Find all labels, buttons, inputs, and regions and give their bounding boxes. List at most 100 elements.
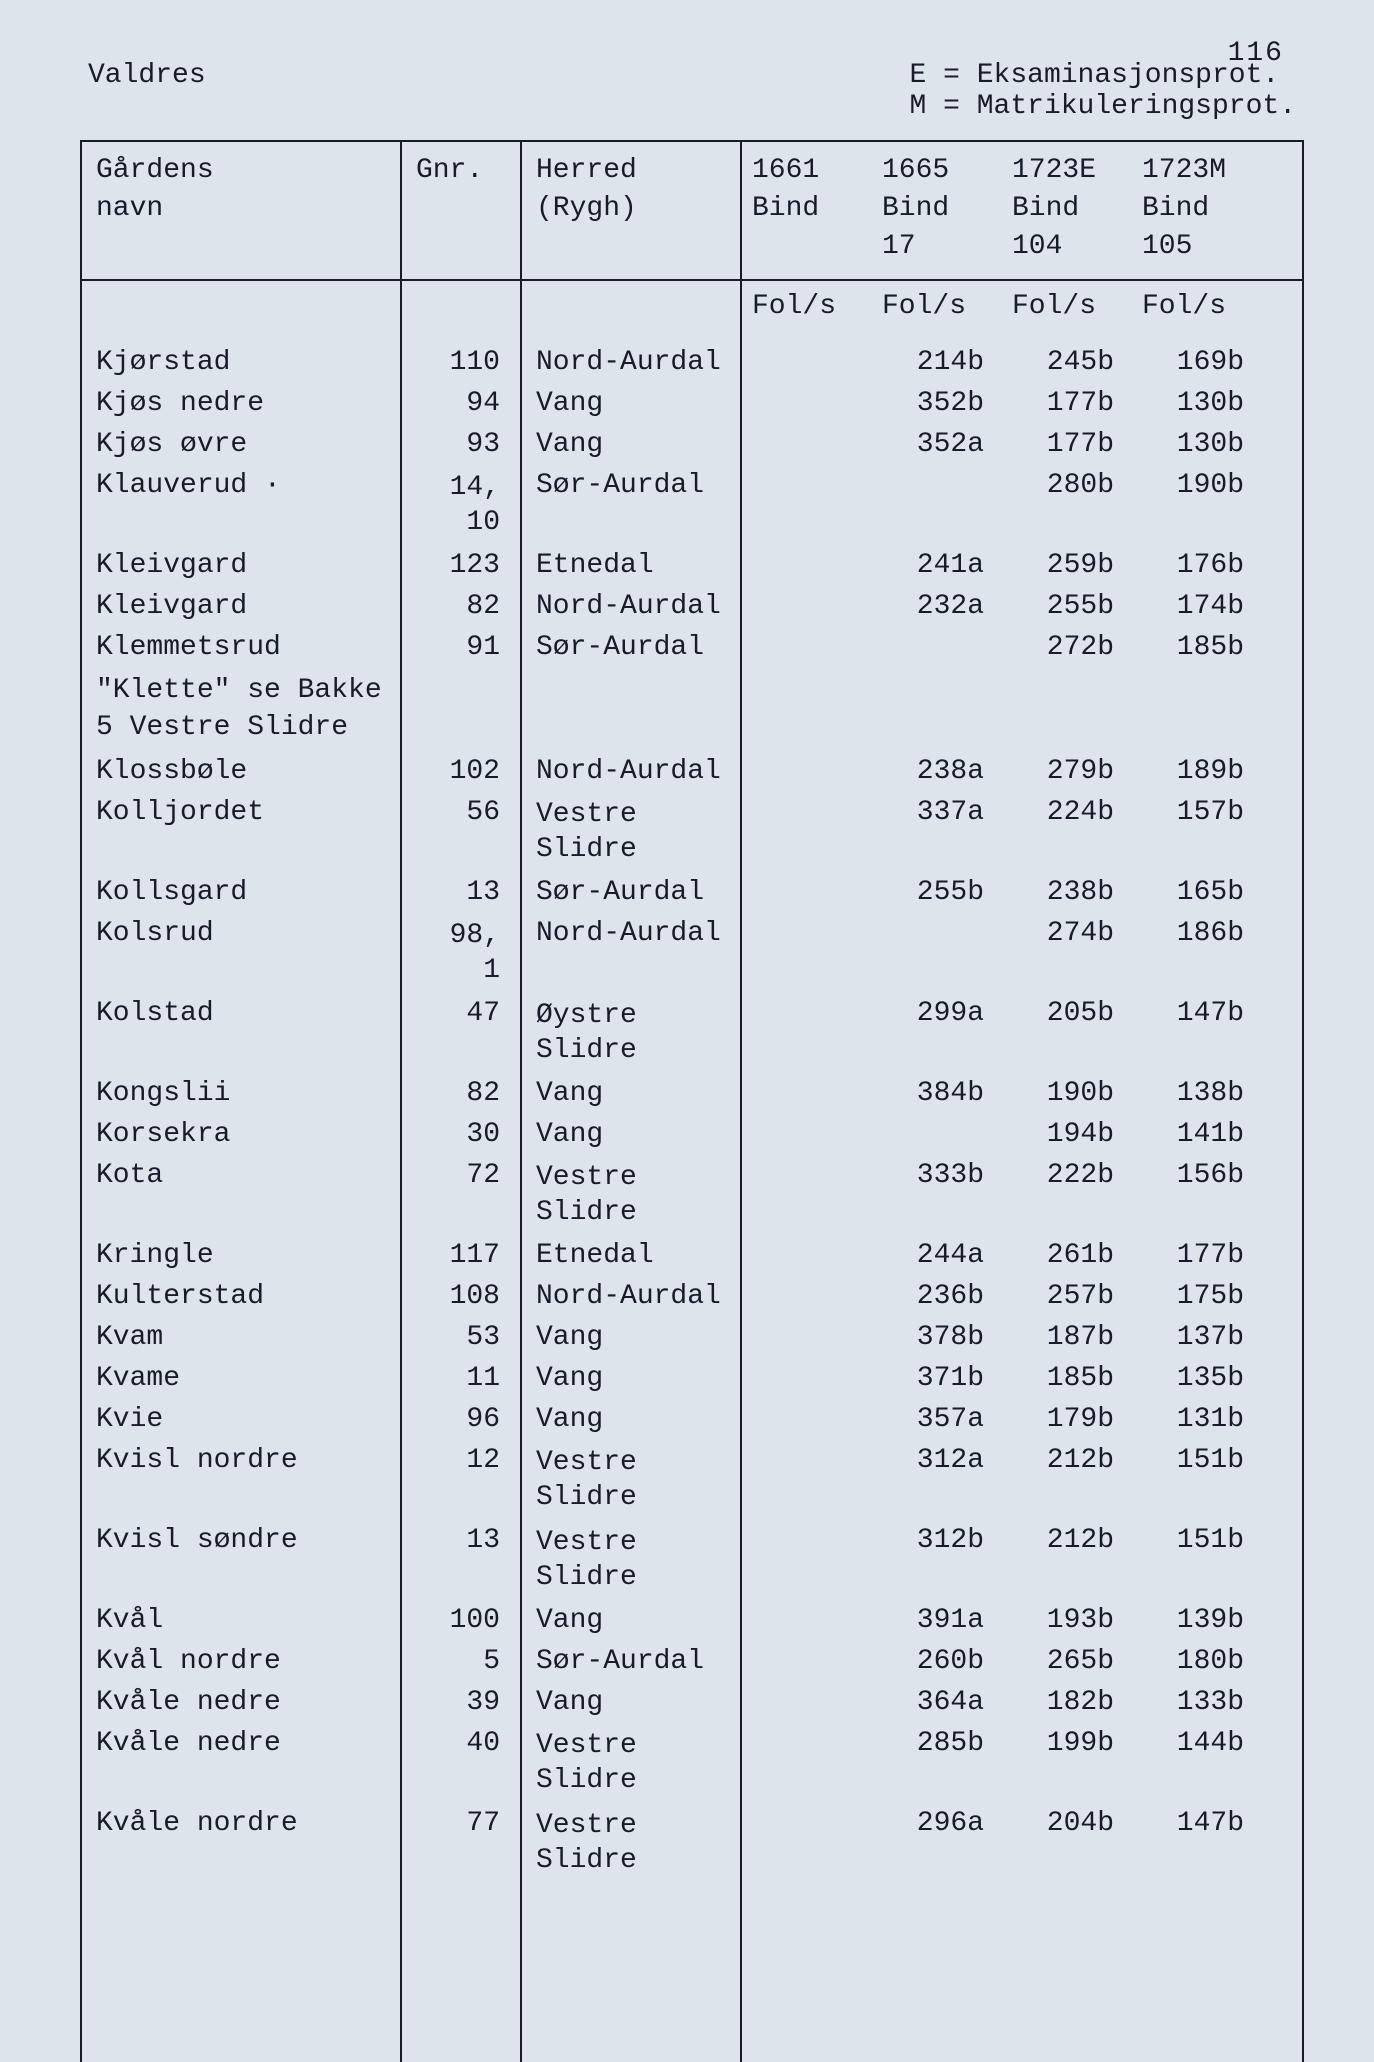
- cell-name: Kvåle nedre: [82, 1722, 402, 1802]
- cell-y1723e: 212b: [1002, 1439, 1132, 1519]
- cell-herred: Vang: [522, 382, 742, 423]
- cell-y1723m: 147b: [1132, 1802, 1262, 1882]
- subheader-fols-1723m: Fol/s: [1132, 281, 1262, 341]
- table-row: Klossbøle102Nord-Aurdal238a279b189b: [82, 750, 1302, 791]
- cell-y1661: [742, 585, 872, 626]
- cell-y1723e: 265b: [1002, 1640, 1132, 1681]
- cell-y1665: 391a: [872, 1599, 1002, 1640]
- cell-gnr: 77: [402, 1802, 522, 1882]
- table-row: Kvame11Vang371b185b135b: [82, 1357, 1302, 1398]
- cell-y1723e: 204b: [1002, 1802, 1132, 1882]
- col-header-1723e: 1723EBind104: [1002, 142, 1132, 279]
- cell-herred: Sør-Aurdal: [522, 871, 742, 912]
- cell-y1723e: 257b: [1002, 1275, 1132, 1316]
- cell-herred: Vang: [522, 1599, 742, 1640]
- cell-herred: Vang: [522, 1072, 742, 1113]
- table-row: Kvisl nordre12VestreSlidre312a212b151b: [82, 1439, 1302, 1519]
- table-row: Klauverud ·14,10Sør-Aurdal280b190b: [82, 464, 1302, 544]
- cell-y1723m: 147b: [1132, 992, 1262, 1072]
- cell-name: Kvam: [82, 1316, 402, 1357]
- cell-gnr: 108: [402, 1275, 522, 1316]
- cell-y1723m: 133b: [1132, 1681, 1262, 1722]
- cell-y1661: [742, 1681, 872, 1722]
- cell-y1723m: 131b: [1132, 1398, 1262, 1439]
- table-header-row: Gårdensnavn Gnr. Herred(Rygh) 1661Bind 1…: [82, 142, 1302, 281]
- table-row: Kolsrud98,1Nord-Aurdal274b186b: [82, 912, 1302, 992]
- cell-y1661: [742, 1316, 872, 1357]
- cell-y1661: [742, 1154, 872, 1234]
- cell-name: Kvisl nordre: [82, 1439, 402, 1519]
- cell-y1723m: 156b: [1132, 1154, 1262, 1234]
- subheader-spacer: [82, 281, 402, 341]
- table-row: Kvål nordre5Sør-Aurdal260b265b180b: [82, 1640, 1302, 1681]
- cell-y1661: [742, 1640, 872, 1681]
- cell-name: Kvål: [82, 1599, 402, 1640]
- cell-y1723m: 176b: [1132, 544, 1262, 585]
- cell-y1723e: 224b: [1002, 791, 1132, 871]
- cell-y1665: 371b: [872, 1357, 1002, 1398]
- cell-y1723m: 186b: [1132, 912, 1262, 992]
- cell-name: Kongslii: [82, 1072, 402, 1113]
- cell-y1723m: 157b: [1132, 791, 1262, 871]
- cell-gnr: 98,1: [402, 912, 522, 992]
- table-row: Kleivgard123Etnedal241a259b176b: [82, 544, 1302, 585]
- cell-herred: VestreSlidre: [522, 1722, 742, 1802]
- table-row: Kvåle nordre77VestreSlidre296a204b147b: [82, 1802, 1302, 1882]
- cell-gnr: 91: [402, 626, 522, 667]
- cell-herred: VestreSlidre: [522, 1439, 742, 1519]
- table-row: Kjørstad110Nord-Aurdal214b245b169b: [82, 341, 1302, 382]
- cell-y1723e: 177b: [1002, 423, 1132, 464]
- cell-name: Kvåle nedre: [82, 1681, 402, 1722]
- cell-name: Korsekra: [82, 1113, 402, 1154]
- cell-y1723e: 212b: [1002, 1519, 1132, 1599]
- cell-y1665: 384b: [872, 1072, 1002, 1113]
- cell-y1665: 333b: [872, 1154, 1002, 1234]
- cell-y1723m: 151b: [1132, 1439, 1262, 1519]
- subheader-fols-1665: Fol/s: [872, 281, 1002, 341]
- table-row: Kollsgard13Sør-Aurdal255b238b165b: [82, 871, 1302, 912]
- cell-herred: Nord-Aurdal: [522, 912, 742, 992]
- cell-name: Klauverud ·: [82, 464, 402, 544]
- cell-herred: Vang: [522, 1398, 742, 1439]
- cell-name: "Klette" se Bakke5 Vestre Slidre: [82, 667, 402, 750]
- region-title: Valdres: [88, 60, 206, 122]
- cell-y1661: [742, 871, 872, 912]
- cell-y1665: 312b: [872, 1519, 1002, 1599]
- cell-y1665: 364a: [872, 1681, 1002, 1722]
- cell-y1661: [742, 1519, 872, 1599]
- cell-gnr: 93: [402, 423, 522, 464]
- cell-y1665: 296a: [872, 1802, 1002, 1882]
- table-row: Korsekra30Vang194b141b: [82, 1113, 1302, 1154]
- cell-name: Kulterstad: [82, 1275, 402, 1316]
- cell-herred: Vang: [522, 1681, 742, 1722]
- cell-y1665: 241a: [872, 544, 1002, 585]
- cell-name: Kvisl søndre: [82, 1519, 402, 1599]
- col-header-herred: Herred(Rygh): [522, 142, 742, 279]
- cell-gnr: 13: [402, 871, 522, 912]
- cell-y1723m: 130b: [1132, 382, 1262, 423]
- cell-name: Klossbøle: [82, 750, 402, 791]
- document-header: Valdres E = Eksaminasjonsprot. M = Matri…: [80, 60, 1304, 122]
- cell-name: Kleivgard: [82, 544, 402, 585]
- subheader-spacer: [522, 281, 742, 341]
- cell-herred: Sør-Aurdal: [522, 626, 742, 667]
- cell-name: Klemmetsrud: [82, 626, 402, 667]
- cell-y1661: [742, 1234, 872, 1275]
- cell-gnr: 123: [402, 544, 522, 585]
- cell-name: Kota: [82, 1154, 402, 1234]
- cell-herred: VestreSlidre: [522, 1519, 742, 1599]
- cell-herred: [522, 667, 742, 750]
- cell-y1661: [742, 791, 872, 871]
- cell-gnr: 102: [402, 750, 522, 791]
- table-bottom-space: [82, 1882, 1302, 2062]
- cell-name: Kringle: [82, 1234, 402, 1275]
- cell-y1723e: 193b: [1002, 1599, 1132, 1640]
- cell-y1723m: 190b: [1132, 464, 1262, 544]
- cell-y1665: 236b: [872, 1275, 1002, 1316]
- cell-y1665: 244a: [872, 1234, 1002, 1275]
- cell-y1723e: 187b: [1002, 1316, 1132, 1357]
- cell-y1723e: 274b: [1002, 912, 1132, 992]
- cell-y1665: 255b: [872, 871, 1002, 912]
- cell-y1723e: 272b: [1002, 626, 1132, 667]
- cell-herred: Vang: [522, 1357, 742, 1398]
